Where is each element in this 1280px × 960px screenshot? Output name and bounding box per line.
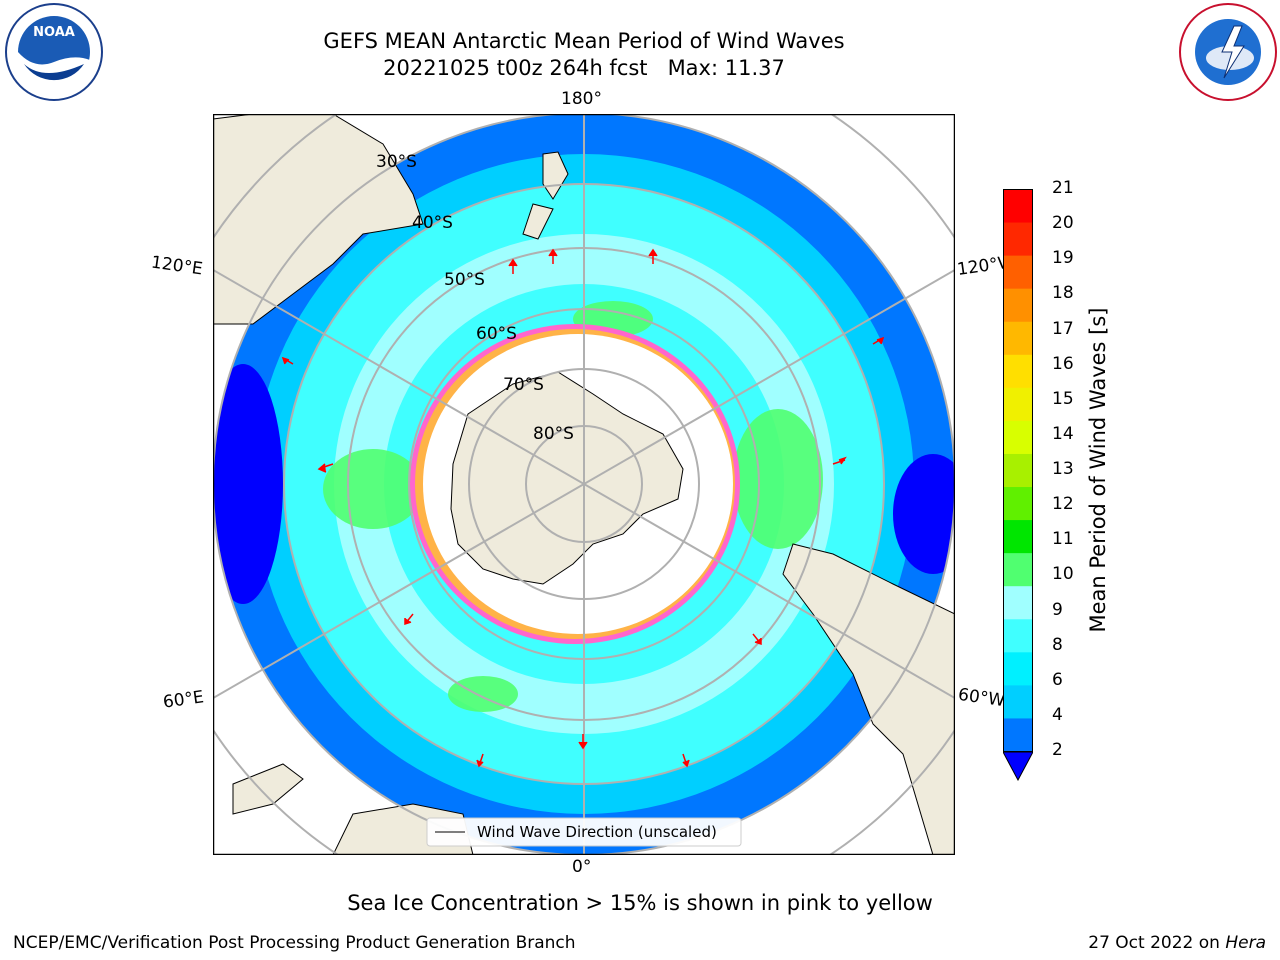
colorbar-tick-label: 15 xyxy=(1052,388,1074,409)
lon-label-60e: 60°E xyxy=(161,687,206,713)
colorbar-segment xyxy=(1003,387,1033,421)
colorbar-tick-label: 17 xyxy=(1052,318,1074,339)
colorbar-tick-label: 6 xyxy=(1052,669,1063,690)
lon-label-120e: 120°E xyxy=(149,252,204,280)
colorbar-tick-label: 21 xyxy=(1052,178,1074,198)
lat-label-50s: 50°S xyxy=(444,270,485,290)
wave-period-field xyxy=(213,114,955,855)
colorbar-segment xyxy=(1003,222,1033,256)
legend: Wind Wave Direction (unscaled) xyxy=(426,817,742,847)
colorbar-segment xyxy=(1003,585,1033,620)
wind-arrows xyxy=(281,248,885,768)
footer-right: 27 Oct 2022 on Hera xyxy=(1088,933,1266,953)
colorbar-segment xyxy=(1003,453,1033,488)
colorbar-segment xyxy=(1003,189,1033,223)
noaa-logo: NOAA xyxy=(5,3,103,101)
colorbar-tick-label: 19 xyxy=(1052,248,1074,269)
colorbar-segment xyxy=(1003,618,1033,653)
colorbar-segment xyxy=(1003,288,1033,322)
footer-host: Hera xyxy=(1225,933,1266,953)
colorbar-segment xyxy=(1003,519,1033,554)
lon-label-0: 0° xyxy=(572,857,592,877)
graticule xyxy=(213,114,955,855)
colorbar-segment xyxy=(1003,552,1033,587)
colorbar-graphic xyxy=(1002,189,1034,782)
colorbar-tick-label: 11 xyxy=(1052,529,1074,550)
colorbar-tick-label: 20 xyxy=(1052,213,1074,234)
colorbar-segment xyxy=(1003,420,1033,454)
colorbar-tick-label: 14 xyxy=(1052,423,1074,444)
colorbar-tick-label: 10 xyxy=(1052,564,1074,585)
lon-label-60w: 60°W xyxy=(956,684,1007,712)
lat-label-60s: 60°S xyxy=(476,324,517,344)
lat-label-70s: 70°S xyxy=(503,375,544,395)
legend-label: Wind Wave Direction (unscaled) xyxy=(477,823,717,841)
colorbar-tick-label: 13 xyxy=(1052,459,1074,479)
title-line2: 20221025 t00z 264h fcst Max: 11.37 xyxy=(383,56,785,80)
colorbar-segment xyxy=(1003,255,1033,289)
colorbar-segment xyxy=(1003,717,1033,752)
colorbar-label: Mean Period of Wind Waves [s] xyxy=(1086,307,1110,633)
colorbar-segment xyxy=(1003,321,1033,355)
lat-label-80s: 80°S xyxy=(533,424,574,444)
colorbar-segment xyxy=(1003,354,1033,388)
nws-logo xyxy=(1179,3,1277,101)
colorbar-tick-label: 2 xyxy=(1052,740,1063,760)
footer-date: 27 Oct 2022 on xyxy=(1088,933,1226,953)
colorbar-tick-label: 4 xyxy=(1052,704,1063,725)
lat-label-40s: 40°S xyxy=(412,213,453,233)
colorbar-segment xyxy=(1003,684,1033,719)
footer-left: NCEP/EMC/Verification Post Processing Pr… xyxy=(13,933,576,953)
noaa-text: NOAA xyxy=(33,25,75,40)
colorbar-segment xyxy=(1003,486,1033,521)
land xyxy=(213,114,955,855)
lon-label-180: 180° xyxy=(561,89,602,109)
colorbar-tick-label: 8 xyxy=(1052,634,1063,655)
colorbar-segment xyxy=(1003,651,1033,686)
sea-ice-note: Sea Ice Concentration > 15% is shown in … xyxy=(347,891,933,915)
colorbar-tick-label: 16 xyxy=(1052,353,1074,374)
title-line1: GEFS MEAN Antarctic Mean Period of Wind … xyxy=(323,29,845,53)
colorbar-tick-label: 18 xyxy=(1052,283,1074,304)
lat-label-30s: 30°S xyxy=(376,152,417,172)
colorbar-tick-label: 9 xyxy=(1052,599,1063,620)
colorbar-tick-label: 12 xyxy=(1052,494,1074,515)
colorbar xyxy=(1002,189,1034,782)
polar-map: Wind Wave Direction (unscaled) xyxy=(213,114,955,855)
